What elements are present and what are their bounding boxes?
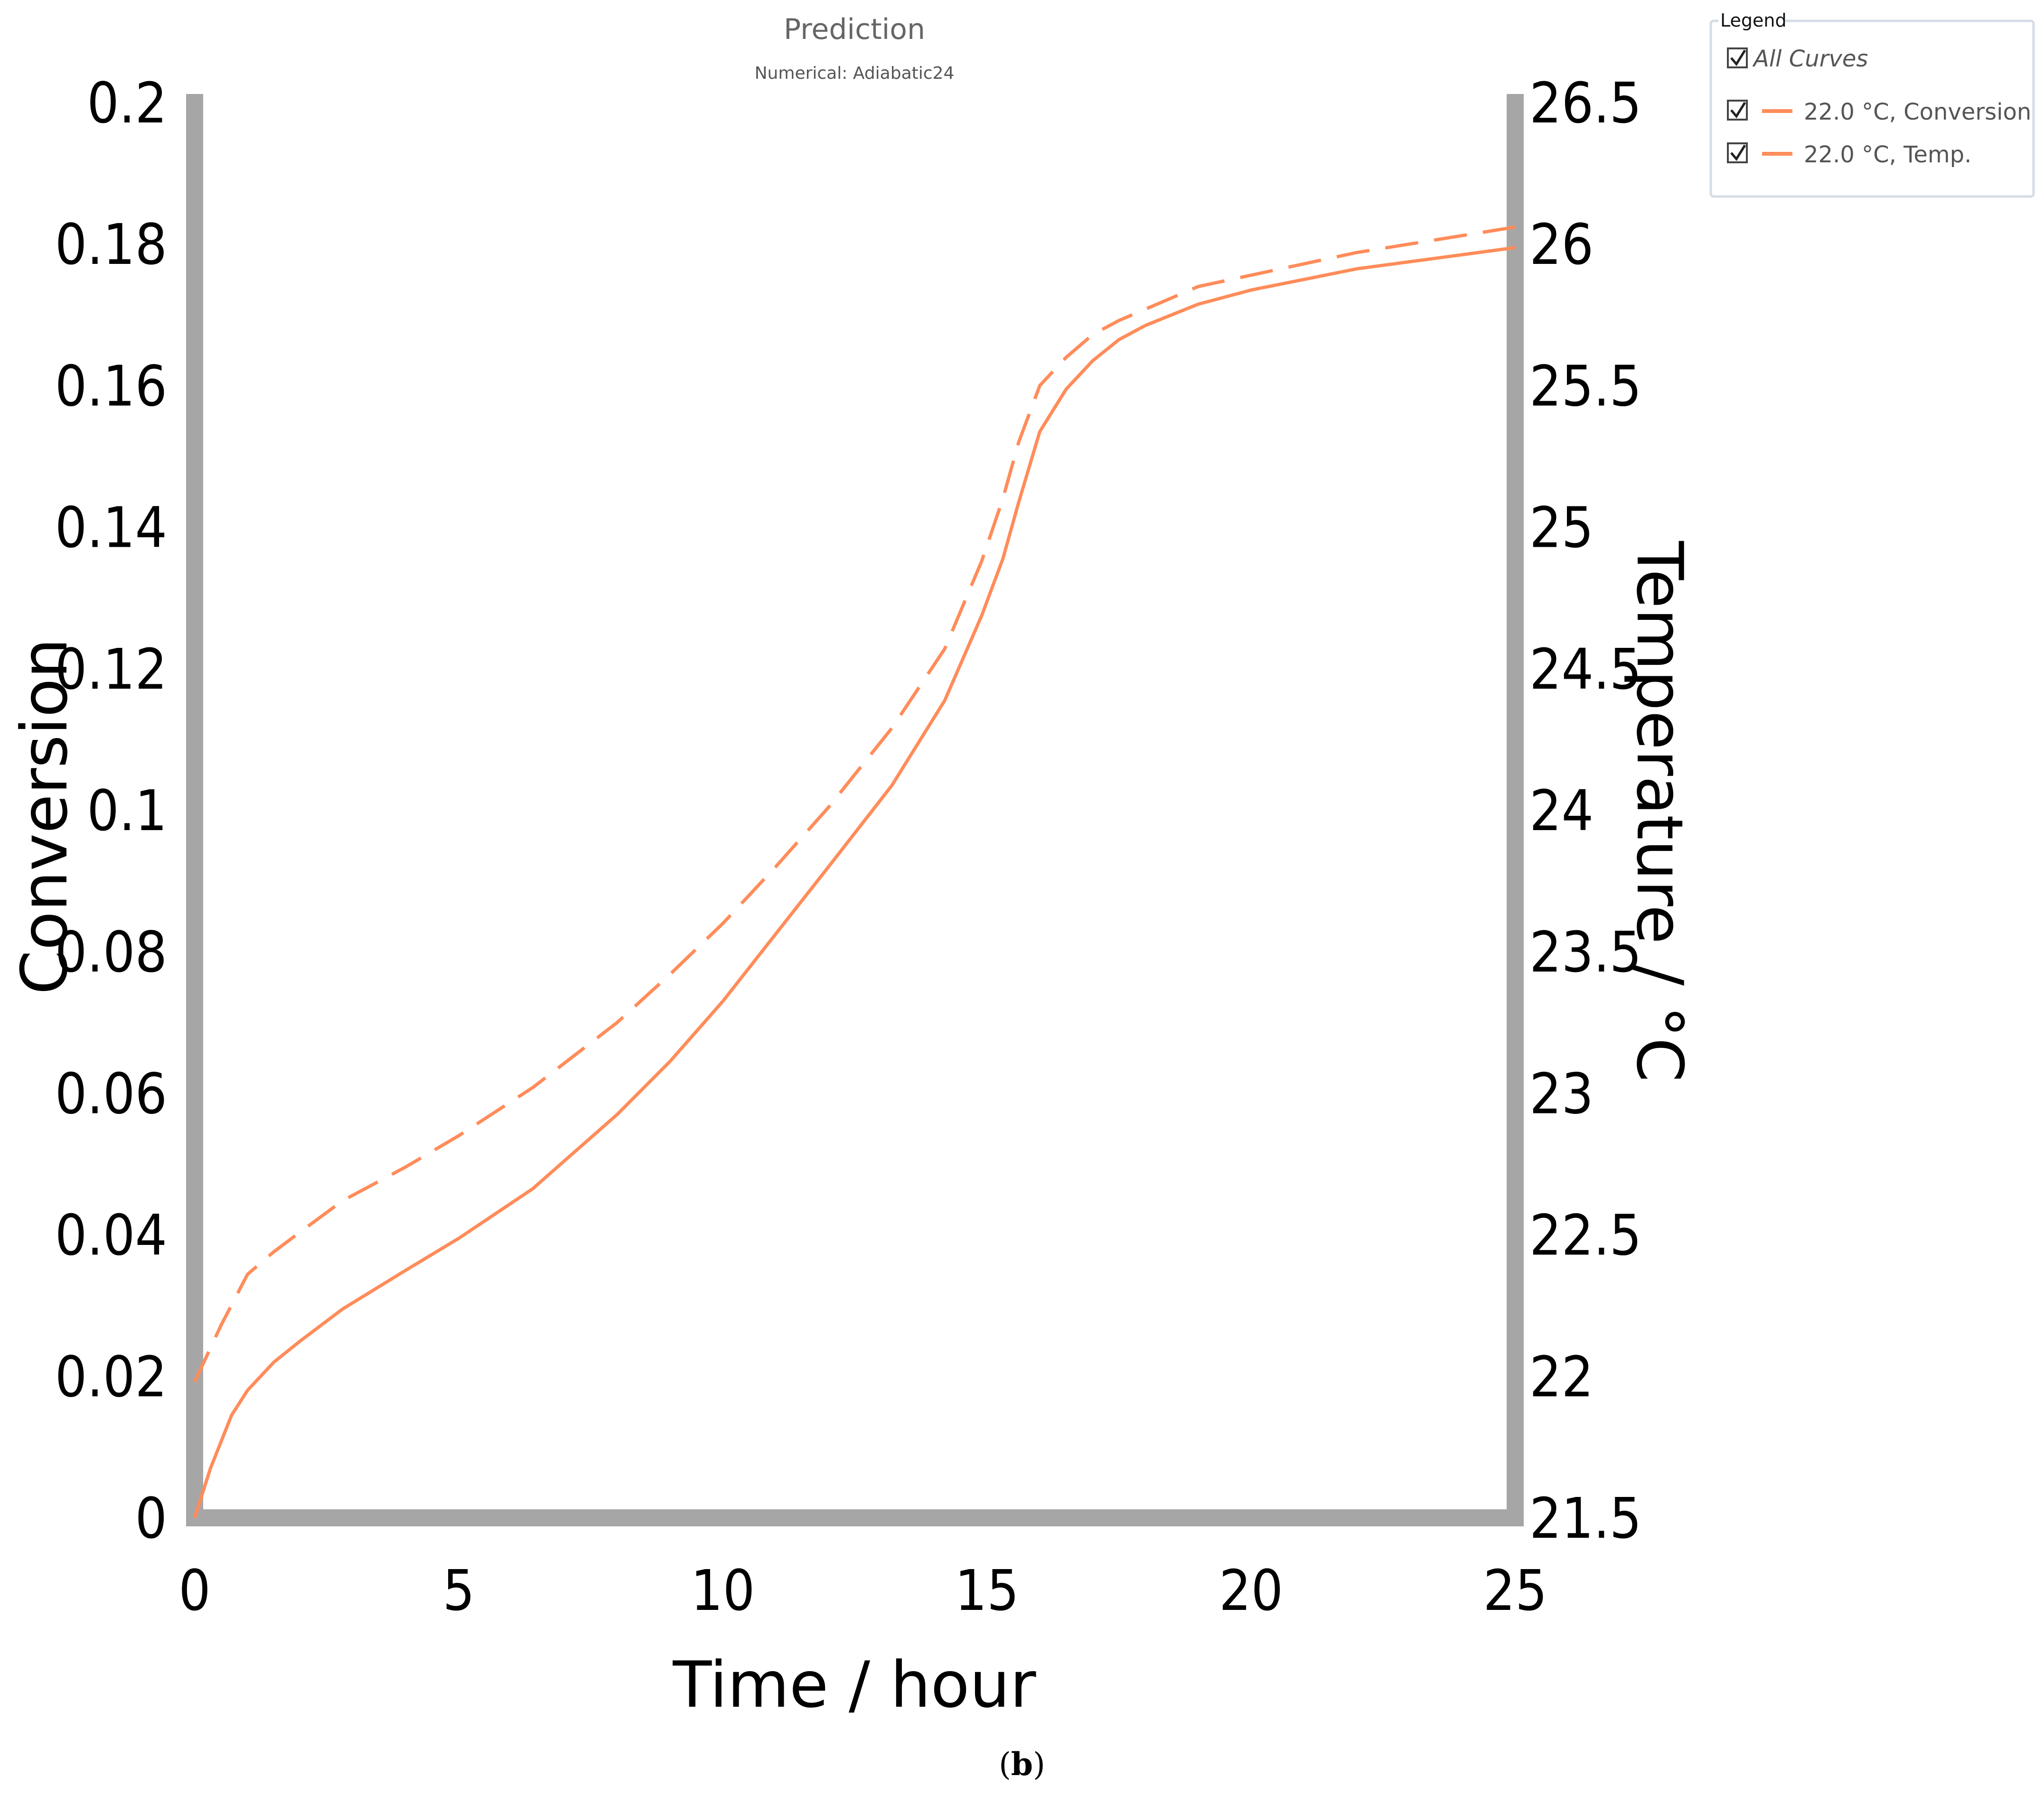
caption-close: ): [1033, 1746, 1045, 1783]
right-axis-tick-label: 21.5: [1529, 1486, 1641, 1551]
left-axis-tick-label: 0.02: [55, 1344, 167, 1410]
left-axis-tick-label: 0.2: [87, 70, 167, 136]
right-axis-tick-label: 22.5: [1529, 1203, 1641, 1268]
left-axis-title: Conversion: [8, 638, 82, 994]
temperature-series-line: [193, 225, 1516, 1383]
right-axis-tick-label: 23: [1529, 1061, 1594, 1126]
legend-item-label: 22.0 °C, Conversion: [1804, 99, 2031, 125]
right-axis-line: [1507, 94, 1524, 1526]
left-axis-tick-label: 0.04: [55, 1203, 167, 1268]
right-axis-tick-label: 24: [1529, 778, 1594, 843]
right-axis-tick-label: 26.5: [1529, 70, 1641, 136]
left-axis-tick-label: 0.06: [55, 1061, 167, 1126]
right-axis-tick-label: 25.5: [1529, 353, 1641, 419]
x-axis-tick-label: 20: [1219, 1558, 1283, 1623]
right-axis-ticks: 21.5 22 22.5 23 23.5 24 24.5 25 25.5 26 26.5: [1529, 70, 1641, 1551]
left-axis-tick-label: 0.18: [55, 212, 167, 277]
caption-text: (b): [999, 1746, 1045, 1783]
legend-panel: Legend All Curves 22.0 °C, Conversion22.…: [1709, 10, 2035, 198]
x-axis-ticks: 0 5 10 15 20 25: [178, 1558, 1547, 1623]
right-axis-tick-label: 25: [1529, 495, 1594, 561]
legend-heading-bg: [1718, 10, 1785, 33]
series-layer: [193, 225, 1516, 1519]
left-axis-tick-label: 0.12: [55, 636, 167, 702]
left-axis-ticks: 0 0.02 0.04 0.06 0.08 0.1 0.12 0.14 0.16 0.18 0.2: [55, 70, 167, 1551]
plot-axes: [186, 94, 1524, 1526]
right-axis-tick-label: 26: [1529, 212, 1594, 277]
checkmark-icon: [1730, 102, 1746, 119]
left-axis-tick-label: 0: [135, 1486, 167, 1551]
left-axis-tick-label: 0.14: [55, 495, 167, 561]
bottom-axis-line: [186, 1509, 1524, 1526]
legend-all-curves-toggle[interactable]: All Curves: [1727, 46, 1868, 72]
x-axis-tick-label: 15: [955, 1558, 1019, 1623]
x-axis-title: Time / hour: [672, 1648, 1036, 1722]
right-axis-tick-label: 22: [1529, 1344, 1594, 1410]
left-axis-line: [186, 94, 203, 1526]
right-axis-tick-label: 23.5: [1529, 919, 1641, 985]
legend-items: 22.0 °C, Conversion 22.0 °C, Temp.: [1727, 99, 2031, 168]
legend-item-toggle[interactable]: 22.0 °C, Conversion: [1727, 99, 2031, 125]
right-axis-tick-label: 24.5: [1529, 636, 1641, 702]
legend-item-label: 22.0 °C, Temp.: [1804, 141, 1971, 168]
legend-all-curves-label: All Curves: [1752, 46, 1868, 72]
x-axis-tick-label: 5: [443, 1558, 475, 1623]
x-axis-tick-label: 10: [691, 1558, 755, 1623]
caption-open: (: [999, 1746, 1011, 1783]
left-axis-tick-label: 0.16: [55, 353, 167, 419]
x-axis-tick-label: 0: [178, 1558, 211, 1623]
legend-heading: Legend: [1720, 10, 1787, 31]
left-axis-tick-label: 0.1: [87, 778, 167, 843]
x-axis-tick-label: 25: [1483, 1558, 1547, 1623]
chart-subtitle: Numerical: Adiabatic24: [755, 64, 955, 83]
left-axis-tick-label: 0.08: [55, 919, 167, 985]
checkmark-icon: [1730, 49, 1746, 66]
figure-caption: (b): [999, 1746, 1045, 1783]
conversion-series-line: [193, 246, 1516, 1519]
right-axis-title: Temperature / °C: [1622, 541, 1697, 1082]
chart-title: Prediction: [784, 13, 925, 46]
checkmark-icon: [1730, 144, 1746, 161]
caption-letter: b: [1011, 1746, 1033, 1783]
legend-item-toggle[interactable]: 22.0 °C, Temp.: [1727, 141, 1971, 168]
